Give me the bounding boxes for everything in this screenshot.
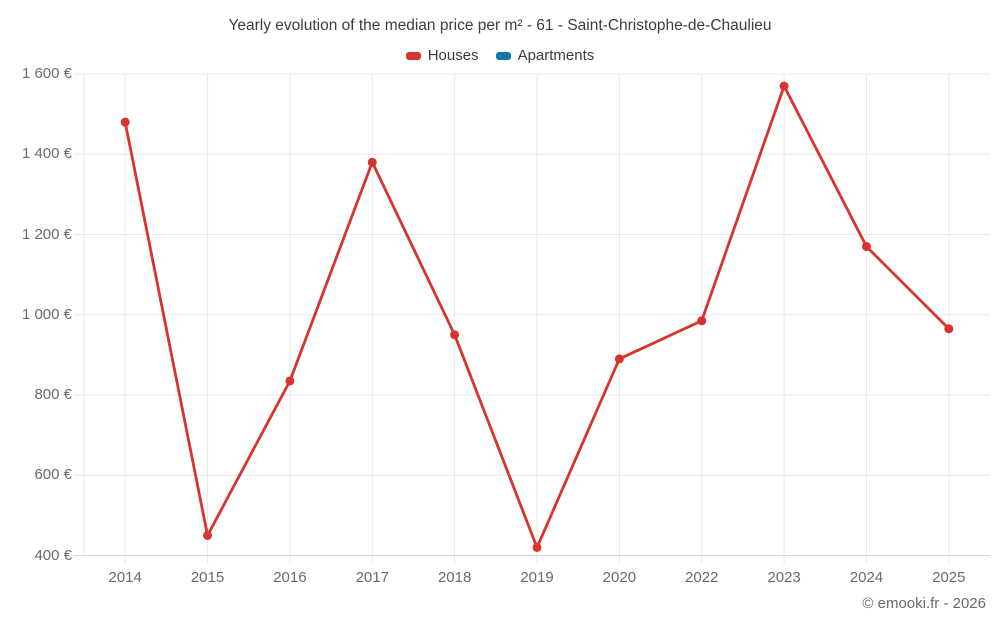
x-tick-label: 2019 (520, 569, 554, 586)
x-tick-label: 2025 (932, 569, 966, 586)
x-tick-label: 2016 (273, 569, 307, 586)
chart-title: Yearly evolution of the median price per… (228, 17, 772, 34)
y-tick-label: 400 € (34, 546, 72, 564)
x-tick-label: 2015 (190, 569, 225, 586)
legend-item-apartments[interactable]: Apartments (495, 47, 595, 64)
data-point-houses-2019[interactable] (532, 542, 542, 552)
chart-legend: Houses Apartments (0, 47, 1000, 64)
x-tick-label: 2017 (355, 569, 389, 586)
apartments-series-swatch-icon (495, 51, 511, 60)
y-tick-label: 1 000 € (21, 305, 72, 323)
legend-label-apartments: Apartments (517, 47, 595, 64)
data-point-houses-2015[interactable] (203, 530, 213, 540)
data-point-houses-2014[interactable] (120, 117, 130, 127)
x-tick-label: 2014 (108, 569, 142, 586)
chart-footer-credit: © emooki.fr - 2026 (862, 595, 986, 612)
x-tick-label: 2018 (437, 569, 472, 586)
data-point-houses-2023[interactable] (779, 81, 789, 91)
data-point-houses-2024[interactable] (861, 242, 871, 252)
y-tick-label: 1 200 € (21, 225, 72, 243)
x-tick-label: 2023 (767, 569, 801, 586)
y-tick-label: 600 € (34, 466, 72, 484)
x-tick-label: 2024 (849, 569, 884, 586)
y-tick-label: 1 600 € (21, 65, 72, 82)
houses-series-swatch-icon (405, 51, 421, 60)
x-tick-label: 2022 (685, 569, 719, 586)
x-tick-label: 2020 (602, 569, 637, 586)
legend-label-houses: Houses (427, 47, 479, 64)
legend-item-houses[interactable]: Houses (405, 47, 479, 64)
data-point-houses-2017[interactable] (367, 157, 377, 167)
y-tick-label: 1 400 € (21, 145, 72, 163)
y-tick-label: 800 € (34, 386, 72, 403)
data-point-houses-2016[interactable] (285, 376, 295, 386)
data-point-houses-2025[interactable] (944, 324, 954, 334)
data-point-houses-2018[interactable] (450, 330, 460, 340)
data-point-houses-2022[interactable] (697, 316, 707, 326)
data-point-houses-2020[interactable] (614, 354, 624, 364)
